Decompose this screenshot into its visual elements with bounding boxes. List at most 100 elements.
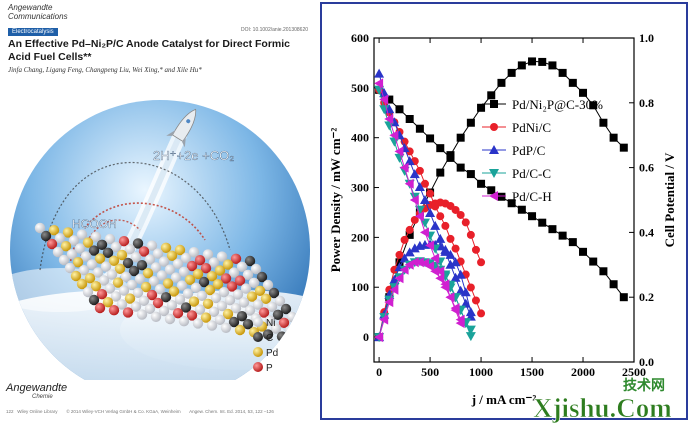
atom-sphere — [62, 227, 74, 238]
power-density-point — [389, 284, 399, 295]
journal-cover-page: Angewandte Communications Electrocatalys… — [0, 0, 318, 423]
atom-sphere — [246, 291, 258, 302]
atom-sphere — [136, 309, 148, 320]
cell-potential-point — [431, 202, 440, 211]
cell-potential-point — [517, 205, 526, 214]
atom-sphere — [170, 272, 182, 283]
atom-sphere — [82, 237, 94, 248]
cell-potential-point — [399, 162, 409, 173]
atom-sphere — [290, 333, 302, 344]
power-density-point — [399, 253, 410, 263]
publisher-name: Wiley Online Library — [17, 409, 58, 414]
cell-potential-point — [379, 94, 389, 105]
atom-sphere — [216, 300, 228, 312]
power-density-point — [430, 266, 440, 277]
atom-sphere — [118, 236, 130, 247]
x-tick-label: 2000 — [571, 365, 595, 379]
atom-sphere — [68, 235, 80, 246]
atom-sphere — [268, 287, 280, 299]
atom-sphere — [240, 283, 252, 294]
legend-p: P — [266, 363, 273, 374]
atom-sphere — [220, 273, 232, 284]
atom-sphere — [76, 229, 88, 240]
power-density-point — [405, 230, 414, 239]
atom-sphere — [172, 258, 184, 269]
power-density-point — [609, 133, 618, 142]
atom-sphere — [104, 283, 116, 294]
power-density-point — [445, 249, 456, 259]
y-left-tick-label: 500 — [351, 81, 369, 95]
cell-potential-point — [404, 156, 415, 166]
c-atom-icon — [253, 332, 263, 342]
power-density-point — [384, 297, 394, 308]
atom-sphere — [230, 253, 242, 264]
atom-sphere — [86, 259, 98, 270]
atom-sphere — [274, 295, 286, 307]
cell-potential-point — [456, 163, 465, 172]
cell-potential-point — [589, 257, 598, 266]
atom-sphere — [96, 239, 108, 250]
atom-sphere — [178, 266, 190, 277]
cell-potential-point — [619, 293, 628, 302]
journal-name-line2: Communications — [8, 12, 68, 21]
power-density-point — [374, 332, 384, 343]
power-density-point — [579, 88, 588, 97]
cell-potential-point — [425, 207, 436, 217]
cell-potential-point — [419, 195, 430, 204]
cell-potential-point — [441, 221, 450, 230]
atom-sphere — [134, 273, 146, 285]
cell-potential-point — [465, 332, 476, 342]
page-footer: 122 Wiley Online Library © 2014 Wiley-VC… — [6, 409, 274, 414]
cell-potential-point — [414, 211, 424, 222]
legend-marker — [490, 123, 498, 131]
cell-potential-point — [435, 233, 446, 243]
atom-sphere — [124, 293, 136, 304]
atom-sphere — [266, 301, 278, 312]
ni-atom-icon — [253, 317, 263, 327]
atom-sphere — [262, 279, 274, 291]
atom-sphere — [122, 307, 134, 318]
atom-sphere — [234, 324, 246, 336]
atom-sphere — [252, 299, 264, 310]
atom-sphere — [102, 247, 114, 258]
atom-sphere — [130, 301, 142, 312]
atom-sphere — [262, 329, 274, 340]
power-density-point — [394, 273, 404, 284]
element-legend: Ni C Pd P — [253, 317, 278, 374]
cell-potential-point — [374, 78, 384, 89]
cell-potential-point — [420, 179, 429, 188]
atom-sphere — [164, 313, 176, 325]
atom-sphere — [220, 322, 232, 333]
cell-potential-point — [404, 178, 414, 189]
atom-sphere — [238, 297, 250, 308]
atom-sphere — [206, 320, 218, 331]
atom-sphere — [100, 261, 112, 272]
power-density-point — [456, 210, 465, 219]
atom-sphere — [166, 250, 178, 261]
cell-potential-point — [558, 231, 567, 240]
y-left-tick-label: 300 — [351, 181, 369, 195]
atom-sphere — [112, 277, 124, 288]
cell-potential-point — [389, 137, 400, 147]
cell-potential-point — [446, 153, 455, 162]
atom-sphere — [260, 293, 272, 304]
watermark-chinese: 技术网 — [623, 377, 665, 394]
y-right-tick-label: 0.8 — [639, 96, 654, 110]
copyright-notice: © 2014 Wiley-VCH Verlag GmbH & Co. KGaA,… — [66, 409, 181, 414]
atom-sphere — [182, 288, 194, 299]
atom-sphere — [54, 233, 66, 244]
atom-sphere — [172, 308, 184, 319]
legend-label: Pd/Ni₂P@C-30% — [512, 97, 603, 112]
power-density-point — [538, 57, 547, 66]
atom-sphere — [48, 225, 60, 236]
atom-sphere — [242, 319, 254, 330]
atom-sphere — [272, 309, 284, 320]
atom-sphere — [108, 255, 120, 266]
cell-potential-point — [384, 121, 395, 131]
article-authors: Jinfa Chang, Ligang Feng, Changpeng Liu,… — [8, 66, 202, 74]
power-density-point — [487, 91, 496, 100]
atom-sphere — [180, 302, 192, 313]
atom-sphere — [84, 273, 96, 284]
atom-sphere — [106, 269, 118, 280]
power-density-point — [465, 325, 476, 335]
